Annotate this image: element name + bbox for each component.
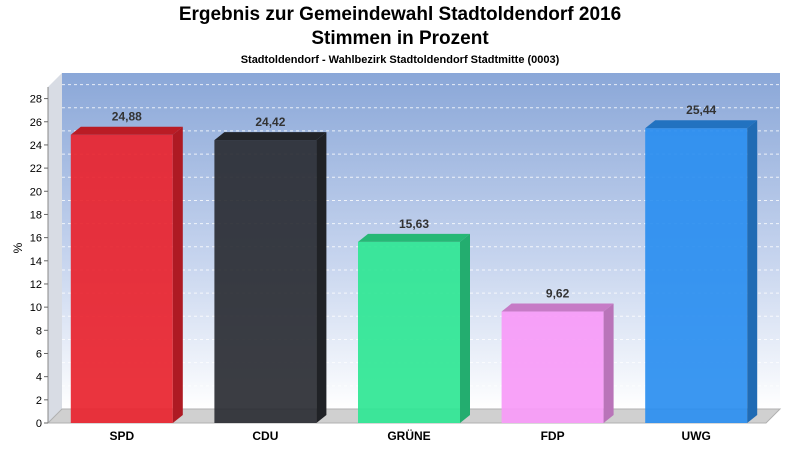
y-tick-label: 6 <box>36 348 42 360</box>
bar-grüne <box>358 233 470 423</box>
bar-top <box>645 120 758 129</box>
bar-top <box>70 126 183 135</box>
y-tick-label: 14 <box>30 256 42 268</box>
y-tick-label: 0 <box>36 418 42 430</box>
bar-side <box>747 120 758 424</box>
chart-subtitle: Stadtoldendorf - Wahlbezirk Stadtoldendo… <box>240 54 560 66</box>
y-tick-label: 24 <box>30 140 42 152</box>
value-label: 15,63 <box>399 217 429 231</box>
y-tick-label: 16 <box>30 233 42 245</box>
y-tick-label: 28 <box>30 94 42 106</box>
bar-fdp <box>501 303 614 423</box>
chart-title: Ergebnis zur Gemeindewahl Stadtoldendorf… <box>178 4 622 25</box>
bar-side <box>172 126 183 424</box>
bar-uwg <box>645 120 758 424</box>
bar-side <box>316 132 327 424</box>
y-tick-label: 12 <box>30 279 42 291</box>
category-label: UWG <box>682 429 711 443</box>
bar-cdu <box>214 132 327 424</box>
y-tick-label: 18 <box>30 209 42 221</box>
y-tick-label: 4 <box>36 372 42 384</box>
bar-front <box>358 241 460 423</box>
bar-top <box>214 132 327 141</box>
bar-top <box>501 303 614 312</box>
value-label: 24,88 <box>112 110 142 124</box>
value-label: 24,42 <box>255 115 285 129</box>
value-label: 9,62 <box>546 287 570 301</box>
bar-front <box>70 134 173 423</box>
y-tick-label: 22 <box>30 163 42 175</box>
bar-side <box>603 303 614 423</box>
y-tick-label: 20 <box>30 186 42 198</box>
y-tick-label: 10 <box>30 302 42 314</box>
category-label: FDP <box>541 429 565 443</box>
bar-front <box>501 311 604 423</box>
bar-spd <box>70 126 183 424</box>
bar-front <box>645 128 748 424</box>
y-tick-label: 8 <box>36 325 42 337</box>
y-tick-label: 2 <box>36 395 42 407</box>
category-label: GRÜNE <box>387 428 430 443</box>
bar-side <box>460 233 470 423</box>
y-axis-label: % <box>11 242 25 253</box>
chart-title-line2: Stimmen in Prozent <box>311 28 489 49</box>
category-label: CDU <box>252 429 278 443</box>
plot-left-wall <box>48 73 62 423</box>
bar-front <box>214 140 317 424</box>
bar-top <box>358 233 470 242</box>
value-label: 25,44 <box>686 103 716 117</box>
y-tick-label: 26 <box>30 117 42 129</box>
category-label: SPD <box>109 429 134 443</box>
